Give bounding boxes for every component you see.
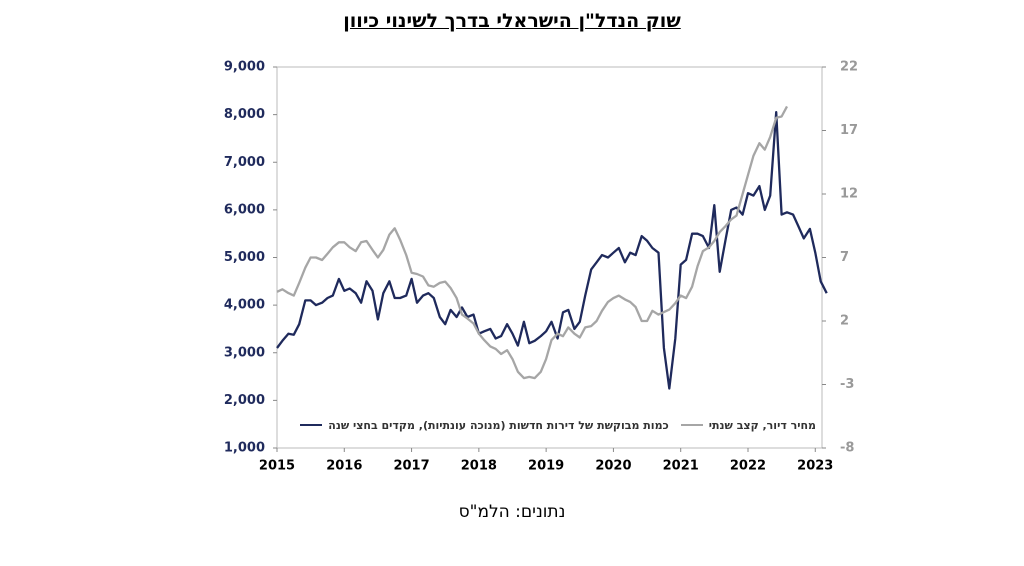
legend-swatch (680, 424, 703, 426)
y2-tick-label: 7 (840, 250, 849, 265)
y-tick-label: 8,000 (224, 107, 265, 122)
y2-tick-label: -8 (840, 441, 854, 456)
series-line (276, 105, 789, 380)
x-tick-label: 2020 (595, 459, 631, 474)
y-tick-label: 7,000 (224, 155, 265, 170)
legend-label: כמות מבוקשת של דירות חדשות (מנוכה עונתיו… (328, 418, 669, 432)
x-tick-label: 2021 (663, 459, 699, 474)
y-tick-label: 5,000 (224, 250, 265, 265)
y-tick-label: 4,000 (224, 298, 265, 313)
x-tick-label: 2018 (461, 459, 497, 474)
y2-tick-label: 22 (840, 60, 858, 75)
legend: מחיר דיור, קצב שנתי כמות מבוקשת של דירות … (292, 414, 816, 436)
x-tick-label: 2023 (797, 459, 833, 474)
y-tick-label: 3,000 (224, 345, 265, 360)
x-tick-label: 2017 (393, 459, 429, 474)
series-line (276, 111, 828, 390)
y2-tick-label: 2 (840, 314, 849, 329)
legend-entry: כמות מבוקשת של דירות חדשות (מנוכה עונתיו… (300, 418, 669, 432)
legend-swatch (300, 424, 323, 426)
y-tick-label: 6,000 (224, 202, 265, 217)
x-tick-label: 2015 (259, 459, 295, 474)
plot-frame (276, 66, 823, 449)
y-tick-label: 2,000 (224, 393, 265, 408)
y2-tick-label: 12 (840, 187, 858, 202)
source: נתונים: הלמ"ס (458, 502, 566, 522)
x-tick-label: 2019 (528, 459, 564, 474)
chart-title: שוק הנדל"ן הישראלי בדרך לשינוי כיוון (343, 10, 681, 32)
legend-label: מחיר דיור, קצב שנתי (708, 418, 816, 432)
y-tick-label: 9,000 (224, 60, 265, 75)
x-tick-label: 2022 (730, 459, 766, 474)
y-tick-label: 1,000 (224, 441, 265, 456)
legend-entry: מחיר דיור, קצב שנתי (680, 418, 816, 432)
y2-tick-label: -3 (840, 377, 854, 392)
y2-tick-label: 17 (840, 123, 858, 138)
x-tick-label: 2016 (326, 459, 362, 474)
